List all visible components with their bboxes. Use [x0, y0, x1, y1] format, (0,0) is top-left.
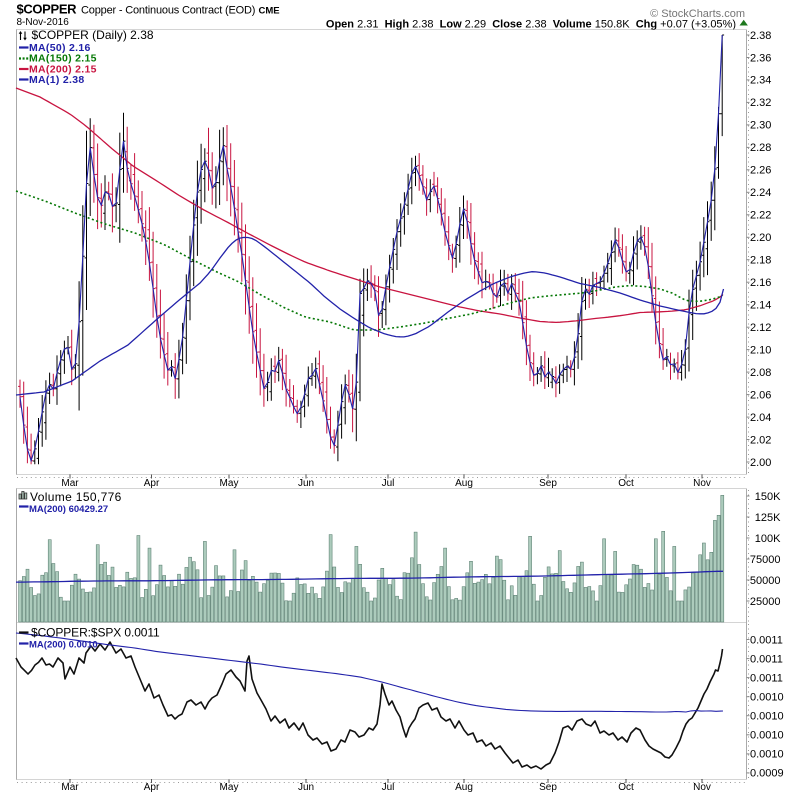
svg-text:0.0011: 0.0011: [750, 634, 783, 646]
svg-text:Apr: Apr: [144, 782, 160, 793]
svg-text:2.20: 2.20: [750, 232, 771, 244]
svg-text:50000: 50000: [750, 575, 781, 587]
svg-text:2.30: 2.30: [750, 120, 771, 132]
svg-text:0.0010: 0.0010: [750, 730, 784, 742]
svg-text:MA(150) 2.15: MA(150) 2.15: [29, 53, 97, 65]
svg-text:2.22: 2.22: [750, 210, 771, 222]
svg-text:Open 2.31 High 2.38 Low 2.29: Open 2.31 High 2.38 Low 2.29 Close 2.38 …: [326, 19, 736, 31]
svg-text:MA(200) 0.0010: MA(200) 0.0010: [29, 640, 98, 651]
svg-text:2.24: 2.24: [750, 187, 771, 199]
svg-text:8-Nov-2016: 8-Nov-2016: [17, 17, 70, 28]
svg-text:May: May: [220, 782, 239, 793]
svg-text:$COPPER (Daily) 2.38: $COPPER (Daily) 2.38: [32, 28, 154, 42]
svg-text:125K: 125K: [755, 512, 781, 524]
svg-text:MA(200) 60429.27: MA(200) 60429.27: [29, 504, 108, 515]
svg-text:Mar: Mar: [61, 782, 79, 793]
svg-text:2.10: 2.10: [750, 344, 771, 356]
svg-text:2.32: 2.32: [750, 97, 771, 109]
svg-text:Aug: Aug: [455, 478, 473, 489]
svg-text:Oct: Oct: [618, 782, 634, 793]
svg-text:25000: 25000: [750, 596, 781, 608]
svg-text:Copper - Continuous Contract (: Copper - Continuous Contract (EOD): [81, 5, 255, 17]
svg-text:2.28: 2.28: [750, 142, 771, 154]
svg-text:150K: 150K: [755, 491, 781, 503]
svg-text:$COPPER: $COPPER: [17, 2, 78, 17]
svg-text:2.18: 2.18: [750, 255, 771, 267]
svg-text:Aug: Aug: [455, 782, 473, 793]
svg-text:2.34: 2.34: [750, 75, 771, 87]
svg-text:Mar: Mar: [61, 478, 79, 489]
svg-text:© StockCharts.com: © StockCharts.com: [650, 8, 745, 20]
svg-text:0.0011: 0.0011: [750, 672, 783, 684]
svg-text:0.0011: 0.0011: [750, 653, 783, 665]
svg-text:0.0010: 0.0010: [750, 692, 784, 704]
svg-text:2.00: 2.00: [750, 457, 771, 469]
svg-text:Jul: Jul: [382, 478, 395, 489]
svg-text:Jun: Jun: [298, 782, 314, 793]
svg-text:2.14: 2.14: [750, 300, 771, 312]
svg-text:75000: 75000: [750, 554, 781, 566]
svg-text:CME: CME: [259, 6, 280, 17]
svg-text:Jul: Jul: [382, 782, 395, 793]
svg-text:MA(50) 2.16: MA(50) 2.16: [29, 42, 91, 54]
svg-text:2.36: 2.36: [750, 52, 771, 64]
svg-text:Sep: Sep: [539, 478, 557, 489]
svg-text:0.0009: 0.0009: [750, 768, 784, 780]
svg-text:$COPPER:$SPX 0.0011: $COPPER:$SPX 0.0011: [31, 626, 160, 640]
svg-text:Oct: Oct: [618, 478, 634, 489]
svg-text:Sep: Sep: [539, 782, 557, 793]
svg-text:2.04: 2.04: [750, 412, 771, 424]
svg-text:Nov: Nov: [693, 782, 711, 793]
svg-text:100K: 100K: [755, 533, 781, 545]
svg-text:MA(200) 2.15: MA(200) 2.15: [29, 64, 97, 76]
svg-text:0.0010: 0.0010: [750, 711, 784, 723]
svg-text:0.0010: 0.0010: [750, 749, 784, 761]
svg-text:2.02: 2.02: [750, 434, 771, 446]
svg-text:2.16: 2.16: [750, 277, 771, 289]
svg-text:MA(1) 2.38: MA(1) 2.38: [29, 74, 85, 86]
svg-text:May: May: [220, 478, 239, 489]
svg-text:2.38: 2.38: [750, 30, 771, 42]
svg-text:2.26: 2.26: [750, 165, 771, 177]
svg-text:2.06: 2.06: [750, 389, 771, 401]
svg-text:2.12: 2.12: [750, 322, 771, 334]
svg-text:Nov: Nov: [693, 478, 711, 489]
svg-text:Jun: Jun: [298, 478, 314, 489]
svg-text:Apr: Apr: [144, 478, 160, 489]
svg-text:Volume 150,776: Volume 150,776: [30, 490, 122, 504]
svg-text:2.08: 2.08: [750, 367, 771, 379]
